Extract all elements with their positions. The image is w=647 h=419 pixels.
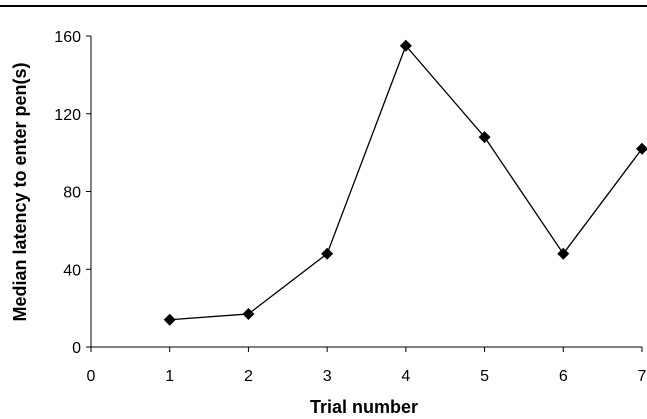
y-tick-label: 0 [72, 340, 81, 357]
data-point-marker [399, 39, 412, 52]
x-tick-label: 2 [244, 368, 253, 385]
data-point-marker [557, 247, 570, 260]
y-tick-label: 40 [63, 262, 81, 279]
x-tick-label: 6 [559, 368, 568, 385]
plot-area: 0 40 80 120 160 0 1 2 3 4 5 6 7 [54, 29, 647, 385]
data-point-marker [636, 142, 647, 155]
data-point-marker [163, 313, 176, 326]
data-point-marker [321, 247, 334, 260]
y-tick-label: 160 [54, 29, 81, 46]
x-axis-title: Trial number [310, 397, 418, 417]
series-line [169, 44, 643, 321]
x-tick-label: 1 [165, 368, 174, 385]
y-tick-label: 120 [54, 107, 81, 124]
y-axis-title: Median latency to enter pen(s) [10, 62, 30, 321]
x-tick-label: 3 [323, 368, 332, 385]
data-point-marker [242, 307, 255, 320]
x-tick-label: 7 [638, 368, 647, 385]
x-tick-label: 0 [87, 368, 96, 385]
data-point-marker [478, 131, 491, 144]
y-tick-label: 80 [63, 185, 81, 202]
x-tick-label: 4 [401, 368, 410, 385]
x-tick-label: 5 [480, 368, 489, 385]
